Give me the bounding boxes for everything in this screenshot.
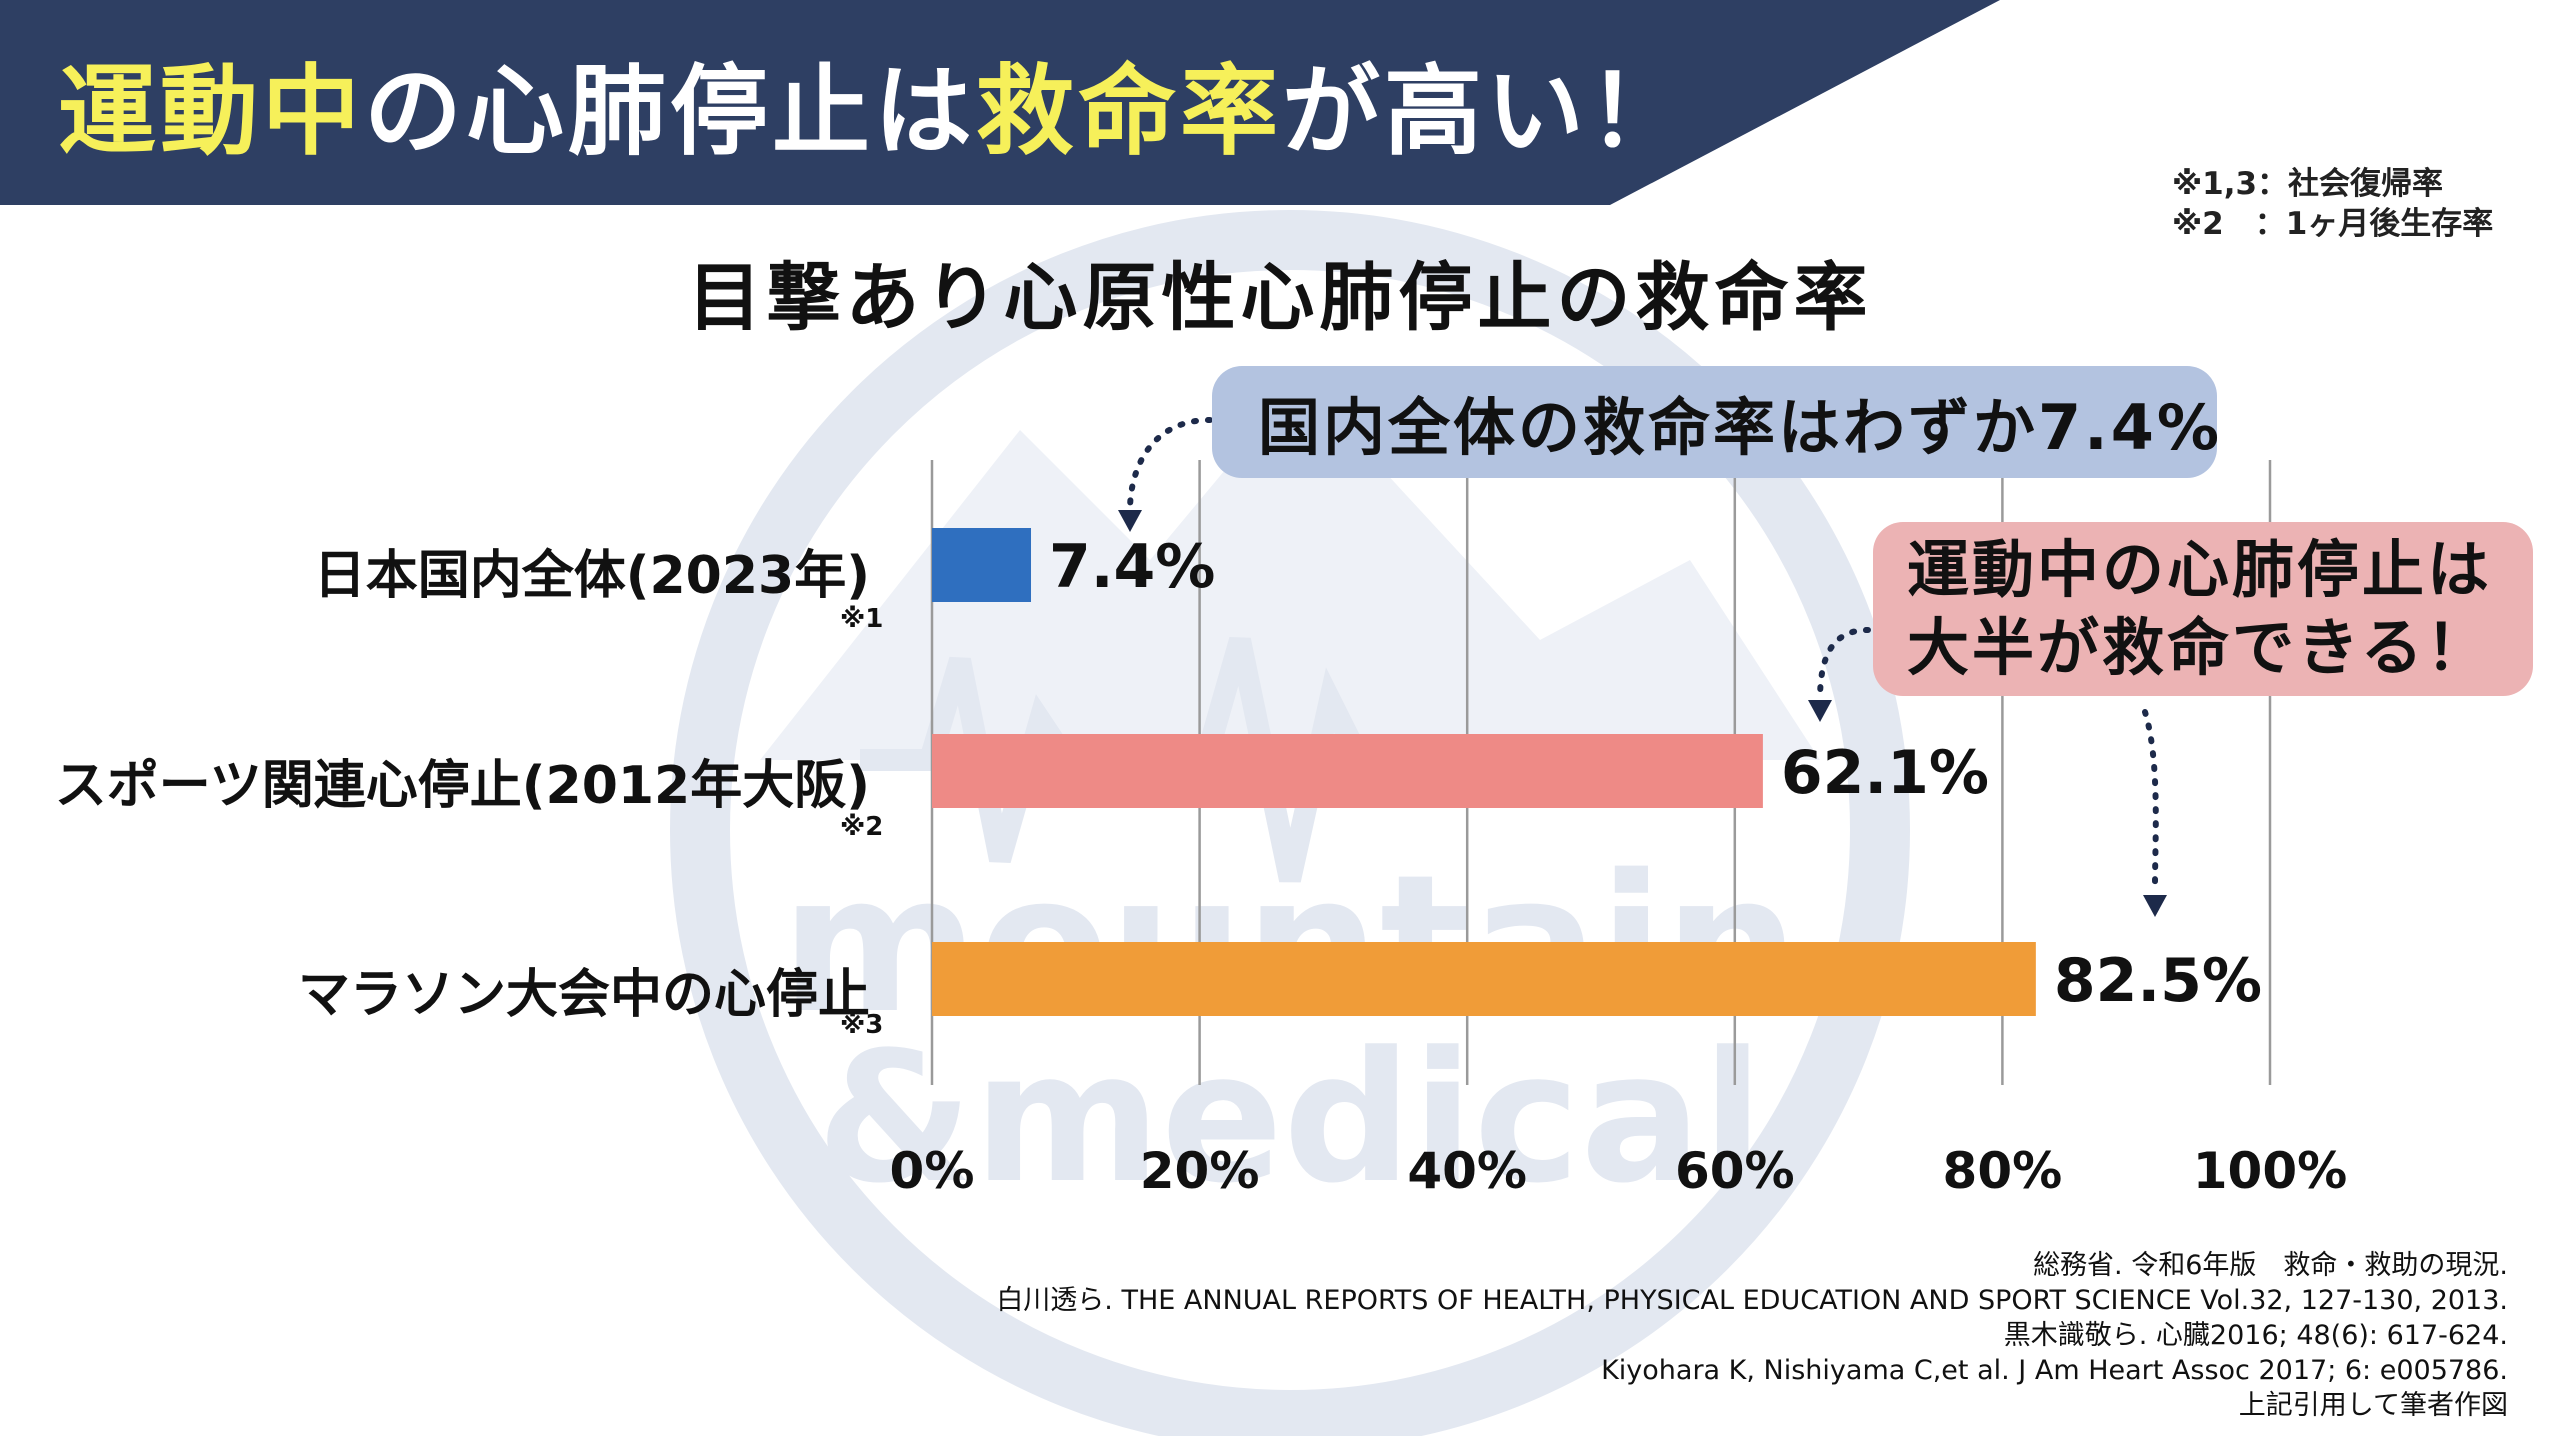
category-label-sports: スポーツ関連心停止(2012年大阪): [54, 756, 870, 816]
arrow-red-callout-left: [1817, 627, 1871, 703]
note-rate-definition-1: ※1,3：社会復帰率: [2172, 166, 2444, 202]
page-title: 運動中 の心肺停止は 救命率 が高い！: [58, 28, 1690, 178]
tick-label-80: 80%: [1943, 1142, 2063, 1200]
arrowhead-blue: [1118, 510, 1142, 532]
reference-4: Kiyohara K, Nishiyama C,et al. J Am Hear…: [1601, 1355, 2508, 1386]
category-note-3: ※3: [840, 1010, 884, 1040]
category-note-1: ※1: [840, 604, 884, 634]
arrow-red-callout-down: [2142, 709, 2159, 888]
bar-1: [932, 528, 1032, 602]
tick-label-60: 60%: [1675, 1142, 1795, 1200]
title-part-high: が高い！: [1282, 55, 1691, 169]
reference-3: 黒木識敬ら. 心臓2016; 48(6): 617-624.: [2003, 1320, 2508, 1351]
category-note-2: ※2: [840, 812, 884, 842]
tick-label-40: 40%: [1407, 1142, 1527, 1200]
arrowhead-red-down: [2143, 895, 2167, 917]
arrowhead-red-left: [1808, 700, 1832, 722]
callout-exercise-survival: 運動中の心肺停止は 大半が救命できる！: [1873, 522, 2533, 696]
callout-exercise-line1: 運動中の心肺停止は: [1907, 533, 2493, 606]
reference-2: 白川透ら. THE ANNUAL REPORTS OF HEALTH, PHYS…: [996, 1285, 2508, 1316]
callout-exercise-line2: 大半が救命できる！: [1907, 611, 2491, 684]
value-label-1: 7.4%: [1049, 532, 1215, 602]
arrow-blue-callout: [1127, 417, 1213, 513]
tick-label-0: 0%: [890, 1142, 975, 1200]
references: 総務省. 令和6年版 救命・救助の現況. 白川透ら. THE ANNUAL RE…: [996, 1248, 2508, 1423]
title-banner: [0, 0, 2000, 205]
reference-1: 総務省. 令和6年版 救命・救助の現況.: [2033, 1250, 2508, 1281]
reference-5: 上記引用して筆者作図: [2238, 1390, 2508, 1421]
note-rate-definition-2: ※2 ：1ヶ月後生存率: [2172, 206, 2494, 242]
bar-3: [932, 942, 2036, 1016]
tick-label-100: 100%: [2193, 1142, 2347, 1200]
title-part-cardiac: の心肺停止は: [364, 55, 977, 169]
value-label-3: 82.5%: [2054, 946, 2262, 1016]
callout-japan-overall: 国内全体の救命率はわずか7.4%: [1212, 366, 2219, 478]
value-label-2: 62.1%: [1781, 738, 1989, 808]
category-label-marathon: マラソン大会中の心停止: [297, 965, 870, 1025]
bar-2: [932, 734, 1763, 808]
title-highlight-exercise: 運動中: [58, 55, 365, 169]
tick-label-20: 20%: [1140, 1142, 1260, 1200]
chart-title: 目撃あり心原性心肺停止の救命率: [687, 255, 1873, 341]
category-label-japan: 日本国内全体(2023年): [313, 546, 870, 606]
watermark-text-medical: &medical: [816, 1014, 1763, 1223]
title-highlight-survival: 救命率: [976, 55, 1283, 169]
